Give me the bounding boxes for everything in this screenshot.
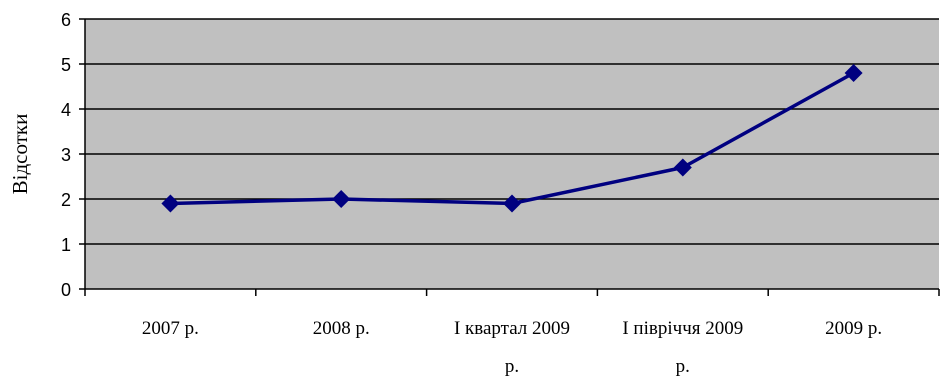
- x-tick-label: І квартал 2009 р.: [454, 318, 570, 376]
- x-tick-label: 2007 р.: [142, 318, 199, 339]
- y-tick-label: 3: [61, 145, 71, 165]
- gridlines: [79, 18, 939, 290]
- x-tick-label: 2009 р.: [825, 318, 882, 339]
- axes: [84, 19, 940, 296]
- y-tick-label: 2: [61, 190, 71, 210]
- y-tick-label: 5: [61, 55, 71, 75]
- y-tick-label: 4: [61, 100, 71, 120]
- data-point: [503, 194, 521, 213]
- y-tick-label: 1: [61, 235, 71, 255]
- data-point: [161, 194, 180, 213]
- x-tick-label: І півріччя 2009 р.: [622, 318, 743, 376]
- y-tick-label: 0: [61, 280, 71, 300]
- y-tick-label: 6: [61, 10, 71, 30]
- x-tick-labels: 2007 р. 2008 р. І квартал 2009 р. І півріччя…: [142, 318, 882, 376]
- data-point: [332, 190, 351, 208]
- data-point: [844, 64, 863, 82]
- series-group: [161, 64, 863, 213]
- y-tick-labels: 0 1 2 3 4 5 6: [61, 10, 71, 300]
- data-point: [673, 158, 692, 177]
- x-tick-label: 2008 р.: [313, 318, 370, 339]
- y-axis-title: Відсотки: [8, 114, 32, 195]
